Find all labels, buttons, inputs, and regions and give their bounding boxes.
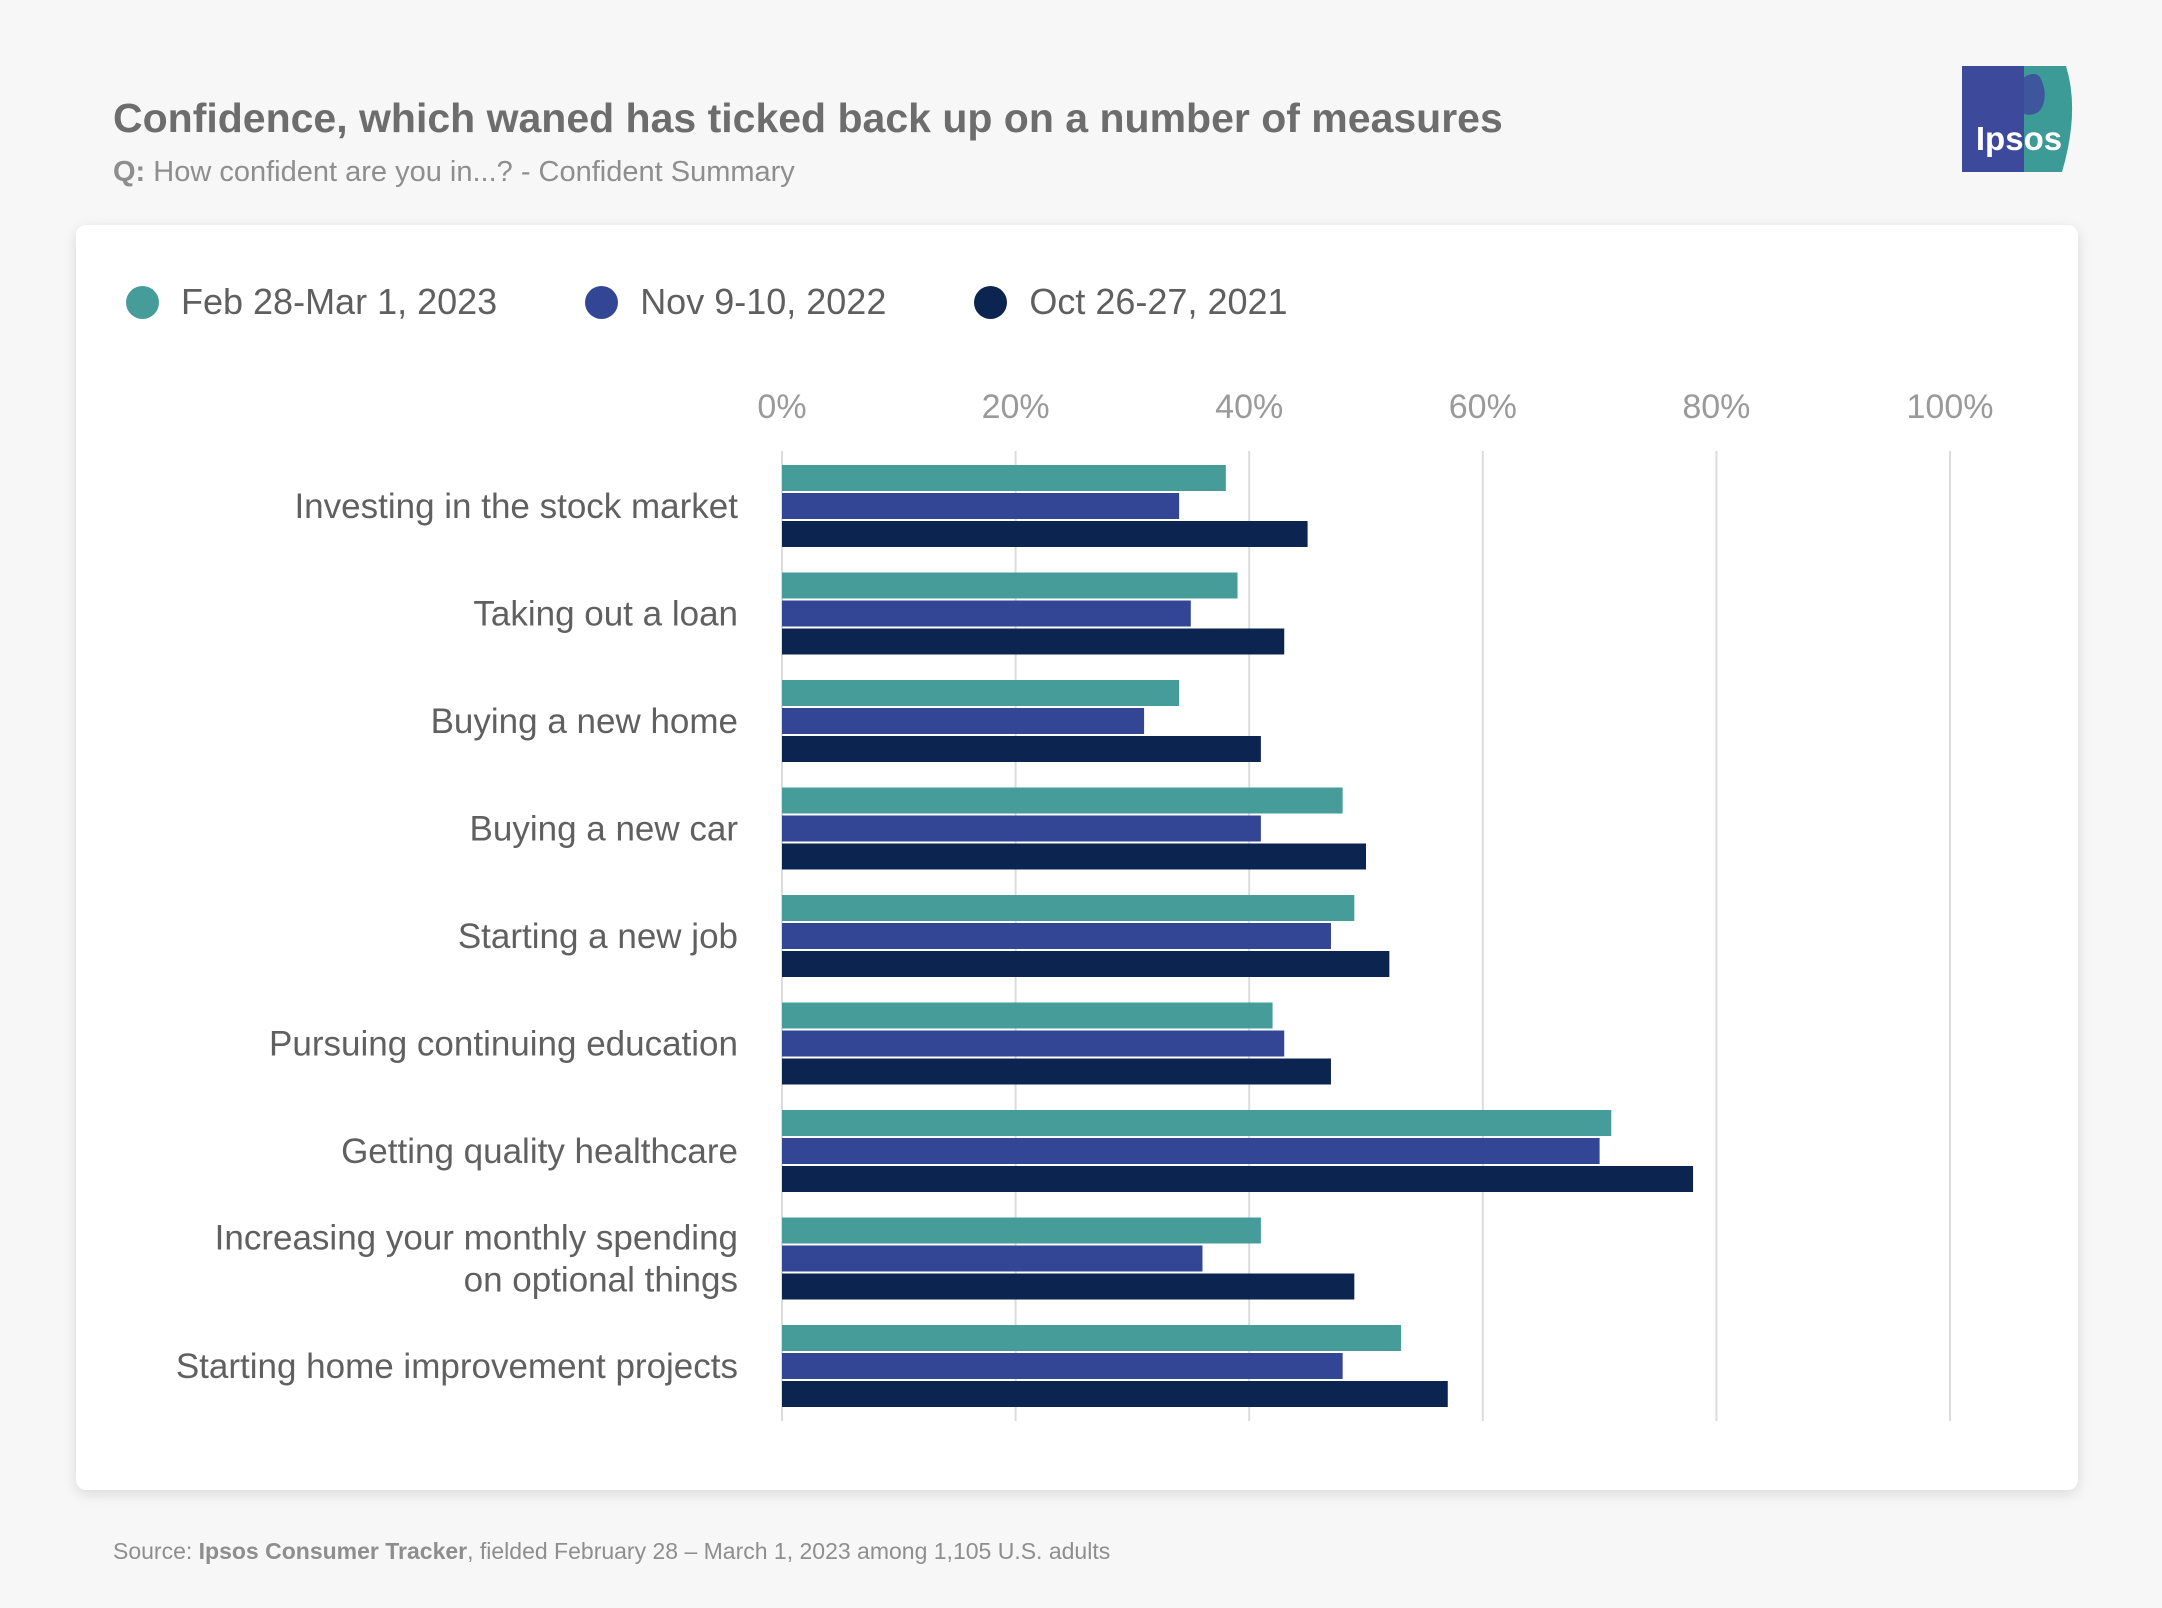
x-tick-label: 100% [1907,388,1994,426]
category-label: Getting quality healthcare [341,1132,738,1171]
bar [782,572,1238,599]
category-label: Pursuing continuing education [269,1025,738,1064]
bar-chart: 0% 20% 40% 60% 80% 100% Investing in the stock… [176,388,1994,1421]
bar [782,521,1308,547]
source-prefix: Source: [113,1538,199,1564]
chart-title: Confidence, which waned has ticked back … [113,95,1503,141]
bar [782,1245,1203,1272]
bar [782,1002,1273,1029]
bar [782,600,1191,627]
bar [782,708,1145,734]
x-tick-label: 20% [982,388,1050,426]
legend-item: Feb 28-Mar 1, 2023 [126,281,497,323]
bar [782,1166,1694,1192]
source-name: Ipsos Consumer Tracker [198,1538,468,1564]
bar [782,895,1355,921]
category-label: Starting a new job [458,917,738,956]
x-tick-label: 60% [1449,388,1517,426]
legend-swatch [126,285,159,319]
bar [782,1058,1331,1085]
legend-swatch [585,285,619,319]
legend-label: Oct 26-27, 2021 [1029,281,1288,322]
legend-label: Feb 28-Mar 1, 2023 [181,281,498,322]
bar [782,493,1180,519]
bar [782,923,1331,949]
ipsos-logo: Ipsos [1962,66,2073,172]
legend: Feb 28-Mar 1, 2023 Nov 9-10, 2022 Oct 26-2… [126,281,1376,323]
bar [782,1381,1448,1407]
x-tick-label: 0% [757,388,806,426]
legend-item: Nov 9-10, 2022 [585,281,886,323]
category-label: Increasing your monthly spending [215,1219,738,1258]
chart-subtitle: Q: How confident are you in...? - Confid… [113,156,795,189]
legend-swatch [974,285,1008,319]
logo-main-shape [1962,66,2024,172]
category-label: Investing in the stock market [294,487,738,526]
bar [782,815,1261,842]
bar [782,787,1343,814]
subtitle-prefix: Q: [113,156,146,188]
bar [782,951,1390,977]
legend-label: Nov 9-10, 2022 [640,281,887,322]
category-label: on optional things [464,1261,738,1300]
bar [782,1353,1343,1379]
logo-text: Ipsos [1976,120,2062,157]
category-label: Buying a new home [431,702,738,741]
source-suffix: , fielded February 28 – March 1, 2023 am… [467,1538,1111,1564]
bar [782,1325,1402,1351]
category-label: Starting home improvement projects [176,1347,738,1386]
x-tick-label: 40% [1215,388,1283,426]
logo-head-icon [2018,74,2045,115]
bar [782,465,1226,491]
bar [782,1030,1285,1057]
bar [782,628,1285,655]
subtitle-text: How confident are you in...? - Confident… [153,156,795,188]
chart-card: Feb 28-Mar 1, 2023 Nov 9-10, 2022 Oct 26-2… [76,225,2078,1490]
bar [782,1110,1612,1136]
legend-item: Oct 26-27, 2021 [974,281,1288,323]
category-label: Buying a new car [470,810,739,849]
source-note: Source: Ipsos Consumer Tracker, fielded … [113,1538,1110,1565]
bar [782,736,1261,762]
category-label: Taking out a loan [473,595,738,634]
bar [782,1138,1600,1164]
x-tick-label: 80% [1682,388,1750,426]
bar [782,680,1180,706]
bar [782,1273,1355,1300]
bar [782,843,1366,870]
bar [782,1217,1261,1244]
